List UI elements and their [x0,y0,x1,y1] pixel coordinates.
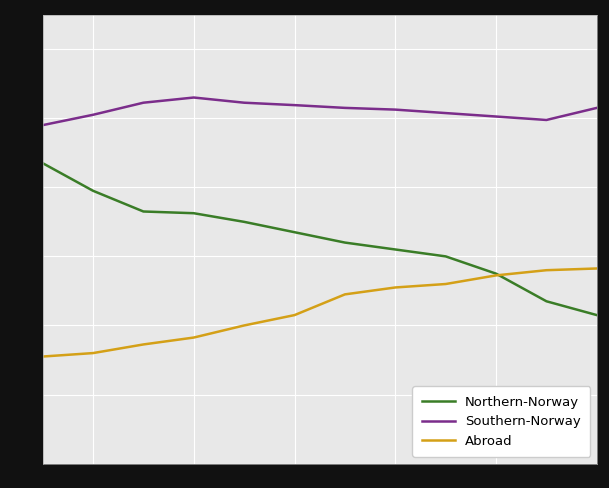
Southern-Norway [392,107,399,113]
Northern-Norway [90,188,97,194]
Southern-Norway [90,112,97,118]
Southern-Norway [139,100,147,105]
Northern-Norway [291,229,298,235]
Northern-Norway [139,208,147,214]
Southern-Norway [241,100,248,105]
Northern-Norway [543,298,550,304]
Abroad [493,272,500,278]
Abroad [39,354,46,360]
Northern-Norway [241,219,248,225]
Abroad [341,291,348,297]
Northern-Norway [392,246,399,252]
Northern-Norway [190,210,197,216]
Southern-Norway [442,110,449,116]
Southern-Norway [593,105,600,111]
Southern-Norway [341,105,348,111]
Abroad [241,323,248,328]
Southern-Norway [543,117,550,123]
Abroad [442,281,449,287]
Abroad [190,335,197,341]
Abroad [139,342,147,347]
Northern-Norway [39,160,46,166]
Line: Abroad: Abroad [43,268,597,357]
Southern-Norway [39,122,46,128]
Abroad [543,267,550,273]
Abroad [593,265,600,271]
Southern-Norway [291,102,298,108]
Southern-Norway [493,114,500,120]
Abroad [90,350,97,356]
Line: Northern-Norway: Northern-Norway [43,163,597,315]
Legend: Northern-Norway, Southern-Norway, Abroad: Northern-Norway, Southern-Norway, Abroad [412,386,590,457]
Southern-Norway [190,95,197,101]
Northern-Norway [442,253,449,259]
Abroad [392,285,399,290]
Line: Southern-Norway: Southern-Norway [43,98,597,125]
Abroad [291,312,298,318]
Northern-Norway [341,240,348,245]
Northern-Norway [493,271,500,277]
Northern-Norway [593,312,600,318]
